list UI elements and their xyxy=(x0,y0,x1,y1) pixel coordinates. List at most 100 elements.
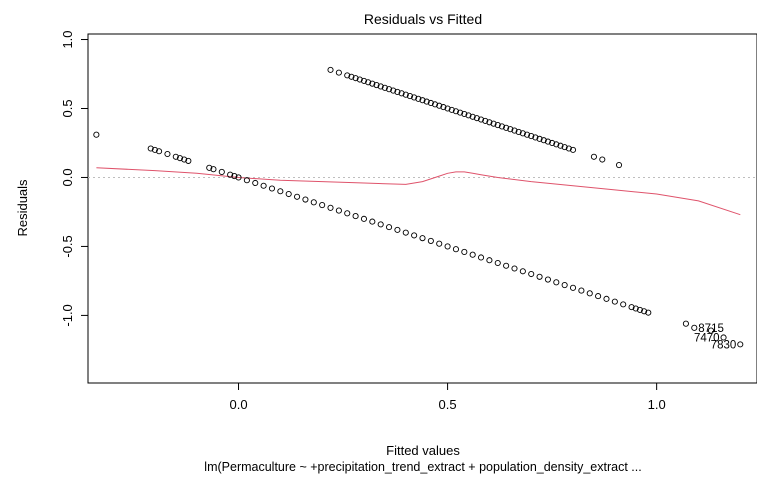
residual-point-upper xyxy=(523,131,531,138)
outlier-label: 7830 xyxy=(711,339,737,351)
residual-point-upper xyxy=(385,86,393,93)
residual-point-lower xyxy=(444,243,451,250)
residual-point-lower xyxy=(344,210,351,217)
residual-point-upper xyxy=(381,84,388,91)
residual-point-upper xyxy=(469,113,476,120)
residual-point-upper xyxy=(465,112,472,119)
residual-point-lower xyxy=(578,287,585,294)
residual-point-upper xyxy=(365,79,372,86)
x-axis: 0.0 0.5 1.0 xyxy=(229,383,666,412)
residual-point-upper xyxy=(561,144,568,151)
residual-points xyxy=(93,66,744,348)
residual-point-upper xyxy=(427,99,434,107)
residual-point-upper xyxy=(540,137,547,144)
residual-point-lower xyxy=(603,295,610,302)
lowess-smooth-line xyxy=(96,167,741,216)
residual-point-lower xyxy=(227,171,234,178)
residual-point-upper xyxy=(498,123,505,130)
residual-point-upper xyxy=(360,77,368,84)
residual-point-lower xyxy=(260,182,267,189)
residual-point-upper xyxy=(515,128,522,135)
plot-frame xyxy=(87,33,757,384)
y-tick-label: -1.0 xyxy=(60,304,75,326)
residual-point-lower xyxy=(561,282,568,289)
residual-point-lower xyxy=(402,229,409,236)
residual-point-upper xyxy=(448,106,455,113)
residual-point-lower xyxy=(164,150,171,158)
residual-point-upper xyxy=(390,87,397,94)
residual-point-lower xyxy=(176,155,184,162)
y-axis: -1.0 -0.5 0.0 0.5 1.0 xyxy=(60,30,88,327)
residual-point-lower xyxy=(427,237,434,244)
residual-point-lower xyxy=(737,341,744,348)
residual-point-lower xyxy=(486,257,493,264)
residual-point-lower xyxy=(528,270,535,278)
residual-point-upper xyxy=(507,126,514,133)
residual-point-upper xyxy=(440,104,447,111)
residual-point-lower xyxy=(620,301,627,308)
residual-point-upper xyxy=(327,66,334,73)
residual-point-upper xyxy=(436,102,443,109)
residual-point-lower xyxy=(319,202,326,209)
y-tick-label: -0.5 xyxy=(60,235,75,257)
residual-point-lower xyxy=(461,248,468,256)
residual-point-upper xyxy=(532,134,539,141)
residual-point-lower xyxy=(503,262,510,269)
residual-point-upper xyxy=(490,120,497,127)
residual-point-upper xyxy=(565,145,572,152)
residual-point-lower xyxy=(636,306,643,313)
residual-point-lower xyxy=(682,320,689,327)
residual-point-lower xyxy=(156,148,163,155)
residual-point-upper xyxy=(356,76,363,83)
residual-point-upper xyxy=(344,72,351,79)
residual-point-lower xyxy=(553,279,560,286)
residual-point-lower xyxy=(93,131,100,138)
residual-point-upper xyxy=(569,146,577,153)
residual-point-upper xyxy=(394,88,401,95)
residual-point-upper xyxy=(373,81,380,89)
residual-point-upper xyxy=(348,73,355,80)
residual-point-lower xyxy=(494,259,501,267)
residual-point-upper xyxy=(494,121,501,129)
residual-point-lower xyxy=(243,177,250,184)
residual-point-lower xyxy=(181,156,188,163)
residual-point-lower xyxy=(519,268,526,275)
residual-point-lower xyxy=(720,334,727,341)
residual-point-lower xyxy=(252,179,259,187)
residual-point-lower xyxy=(536,273,543,280)
residual-point-upper xyxy=(423,98,430,105)
residual-point-upper xyxy=(482,117,489,124)
residual-point-upper xyxy=(461,110,468,118)
residual-point-lower xyxy=(377,221,384,228)
residual-point-lower xyxy=(147,145,154,152)
residual-point-upper xyxy=(473,115,480,122)
residual-point-lower xyxy=(369,218,376,225)
residual-point-upper xyxy=(457,109,464,116)
residual-point-upper xyxy=(402,91,409,98)
residual-point-lower xyxy=(360,215,368,222)
residual-point-upper xyxy=(615,161,623,169)
residual-point-lower xyxy=(645,309,652,316)
residual-point-lower xyxy=(586,290,593,297)
y-axis-label: Residuals xyxy=(15,179,30,237)
residual-point-lower xyxy=(611,298,618,305)
residual-point-lower xyxy=(218,168,225,175)
residual-point-upper xyxy=(419,97,426,104)
residual-point-lower xyxy=(628,304,635,311)
residual-point-lower xyxy=(419,235,426,242)
residual-point-upper xyxy=(549,139,556,147)
residual-point-upper xyxy=(398,90,405,97)
residual-point-lower xyxy=(231,173,238,180)
residual-point-upper xyxy=(511,127,518,134)
residual-point-upper xyxy=(544,138,551,145)
residual-point-lower xyxy=(385,224,393,231)
residual-point-upper xyxy=(377,83,384,90)
residual-point-upper xyxy=(519,130,526,137)
residual-point-lower xyxy=(285,190,292,198)
residual-point-lower xyxy=(235,174,242,181)
residual-point-lower xyxy=(469,251,476,258)
outlier-label: 8715 xyxy=(698,323,724,335)
residual-point-upper xyxy=(415,95,422,102)
residual-point-lower xyxy=(206,164,213,171)
